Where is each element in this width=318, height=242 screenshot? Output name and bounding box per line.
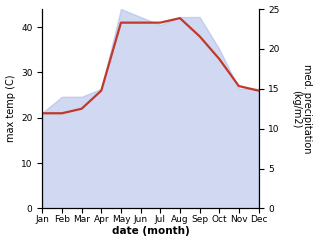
Y-axis label: max temp (C): max temp (C) bbox=[5, 75, 16, 143]
X-axis label: date (month): date (month) bbox=[112, 227, 189, 236]
Y-axis label: med. precipitation
(kg/m2): med. precipitation (kg/m2) bbox=[291, 64, 313, 153]
